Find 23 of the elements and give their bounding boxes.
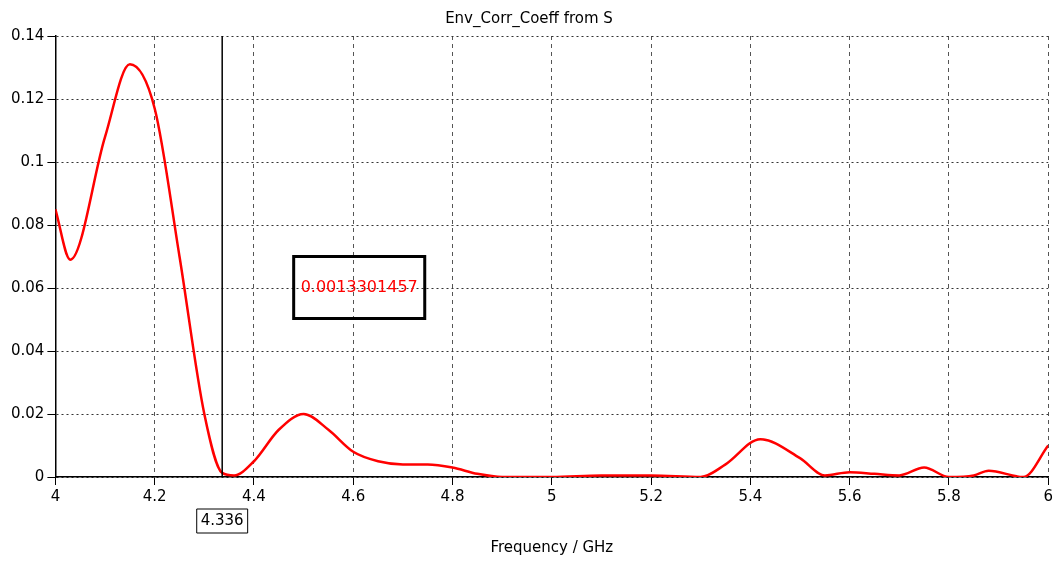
y-tick-label: 0.02 [10, 403, 45, 422]
ref-line-label: 4.336 [200, 510, 244, 529]
x-tick-label: 4.8 [440, 486, 465, 505]
x-tick-label: 5.8 [937, 486, 961, 505]
y-tick-label: 0 [34, 466, 45, 485]
annotation: 0.0013301457 [300, 276, 418, 296]
x-tick-label: 5.6 [837, 486, 862, 505]
x-tick-label: 6 [1043, 486, 1053, 505]
y-tick-label: 0.08 [10, 214, 45, 233]
x-tick-label: 5.2 [639, 486, 664, 505]
y-tick-label: 0.14 [10, 25, 45, 44]
x-tick-label: 4.6 [341, 486, 366, 505]
x-tick-label: 4 [50, 486, 61, 505]
x-tick-label: 4.4 [242, 486, 266, 505]
y-tick-label: 0.04 [10, 340, 45, 359]
x-tick-label: 4.2 [142, 486, 167, 505]
x-tick-label: 5 [547, 486, 557, 505]
y-tick-label: 0.1 [20, 151, 45, 170]
y-tick-label: 0.06 [10, 277, 45, 296]
y-tick-label: 0.12 [10, 88, 45, 107]
x-axis-title: Frequency / GHz [490, 537, 614, 556]
chart-title: Env_Corr_Coeff from S [445, 8, 613, 28]
x-tick-label: 5.4 [738, 486, 763, 505]
